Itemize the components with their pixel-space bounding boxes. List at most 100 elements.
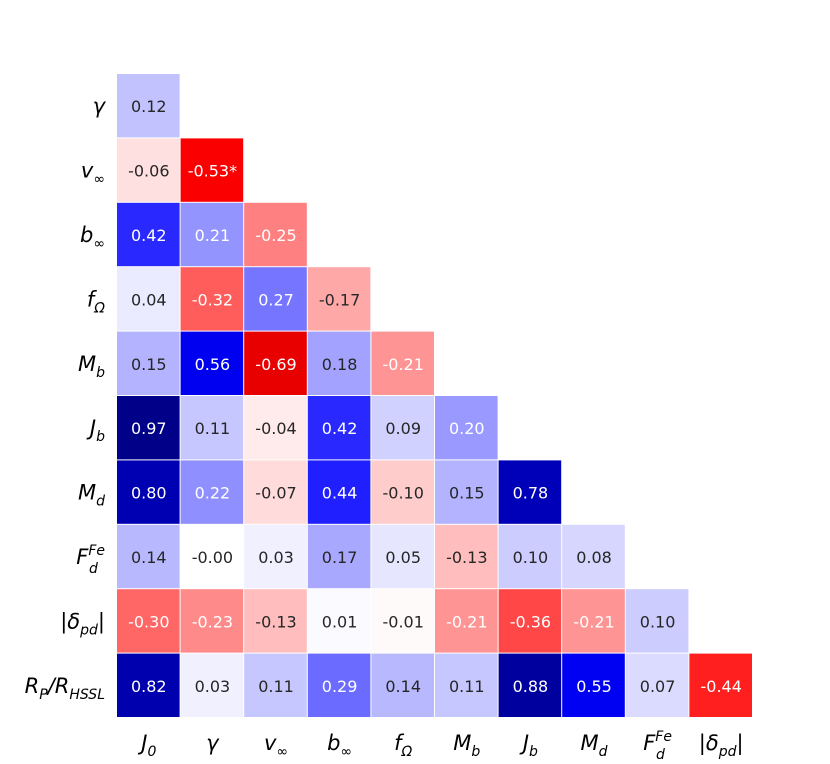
cell-value-label: 0.27 xyxy=(258,290,294,309)
row-label: v∞ xyxy=(81,159,105,188)
cell-value-label: 0.44 xyxy=(322,484,358,503)
heatmap-cell xyxy=(244,524,307,589)
heatmap-cell xyxy=(180,524,244,589)
cell-value-label: 0.42 xyxy=(322,419,358,438)
cell-value-label: 0.03 xyxy=(258,548,294,567)
cell-value-label: -0.69 xyxy=(255,355,296,374)
heatmap-cell xyxy=(498,524,562,589)
cell-value-label: 0.97 xyxy=(131,419,167,438)
cell-value-label: 0.82 xyxy=(131,677,167,696)
cell-value-label: 0.78 xyxy=(513,484,549,503)
column-label: Md xyxy=(580,731,607,760)
heatmap-cell xyxy=(180,202,244,267)
heatmap-cell xyxy=(117,524,180,589)
cell-value-label: 0.01 xyxy=(322,612,358,631)
heatmap-cell xyxy=(435,589,498,653)
column-label: |δpd| xyxy=(699,731,744,760)
cell-value-label: -0.21 xyxy=(382,355,423,374)
heatmap-cell xyxy=(498,589,562,653)
cell-value-label: -0.07 xyxy=(255,484,296,503)
cell-value-label: -0.36 xyxy=(510,612,551,631)
row-label: Jb xyxy=(86,416,105,445)
cell-value-label: -0.00 xyxy=(192,548,233,567)
cell-value-label: -0.30 xyxy=(128,612,169,631)
row-label: Md xyxy=(78,481,105,510)
heatmap-cell xyxy=(371,524,434,589)
heatmap-cell xyxy=(244,653,307,717)
column-label: FFe d xyxy=(643,729,672,763)
heatmap-cell xyxy=(117,138,180,202)
heatmap-cell xyxy=(307,267,371,331)
cell-value-label: -0.44 xyxy=(700,677,741,696)
heatmap-cell xyxy=(625,653,689,717)
heatmap-cell xyxy=(117,653,180,717)
cell-value-label: 0.11 xyxy=(195,419,231,438)
heatmap-cell xyxy=(244,267,307,331)
cell-value-label: -0.17 xyxy=(319,290,360,309)
heatmap-cell xyxy=(562,524,625,589)
heatmap-cell xyxy=(435,396,498,460)
heatmap-cell xyxy=(180,331,244,395)
heatmap-cell xyxy=(244,589,307,653)
cell-value-label: -0.23 xyxy=(192,612,233,631)
cell-value-label: 0.88 xyxy=(513,677,549,696)
cell-value-label: -0.32 xyxy=(192,290,233,309)
heatmap-cell xyxy=(371,396,434,460)
cell-value-label: 0.08 xyxy=(576,548,612,567)
cell-value-label: 0.15 xyxy=(449,484,485,503)
heatmap-cell xyxy=(117,589,180,653)
heatmap-cell xyxy=(498,653,562,717)
heatmap-cell xyxy=(244,460,307,524)
cell-value-label: 0.05 xyxy=(385,548,421,567)
cell-value-label: 0.22 xyxy=(195,484,231,503)
column-label: γ xyxy=(206,731,220,755)
cell-value-label: 0.55 xyxy=(576,677,612,696)
cell-value-label: 0.21 xyxy=(195,226,231,245)
heatmap-cell xyxy=(180,589,244,653)
heatmap-cell xyxy=(371,589,434,653)
heatmap-cells: 0.12 -0.06 -0.53* 0.42 0.21 -0.25 0.04 -0.32 0.2… xyxy=(117,74,752,717)
cell-value-label: 0.20 xyxy=(449,419,485,438)
heatmap-cell xyxy=(117,74,180,138)
cell-value-label: -0.01 xyxy=(382,612,423,631)
heatmap-cell xyxy=(562,653,625,717)
heatmap-cell xyxy=(180,396,244,460)
heatmap-cell xyxy=(117,396,180,460)
cell-value-label: -0.06 xyxy=(128,162,169,181)
heatmap-cell xyxy=(180,460,244,524)
column-label: v∞ xyxy=(264,731,288,760)
heatmap-cell xyxy=(689,653,752,717)
heatmap-cell xyxy=(307,589,371,653)
heatmap-cell xyxy=(180,267,244,331)
row-label: γ xyxy=(93,94,107,118)
heatmap-cell xyxy=(498,460,562,524)
cell-value-label: 0.12 xyxy=(131,97,167,116)
row-label: Mb xyxy=(78,352,105,381)
cell-value-label: 0.14 xyxy=(131,548,167,567)
heatmap-cell xyxy=(625,589,689,653)
cell-value-label: 0.80 xyxy=(131,484,167,503)
cell-value-label: -0.21 xyxy=(573,612,614,631)
column-label: Jb xyxy=(519,731,538,760)
heatmap-cell xyxy=(307,653,371,717)
cell-value-label: 0.07 xyxy=(640,677,676,696)
heatmap-cell xyxy=(371,460,434,524)
cell-value-label: -0.25 xyxy=(255,226,296,245)
heatmap-cell xyxy=(244,396,307,460)
cell-value-label: -0.04 xyxy=(255,419,296,438)
cell-value-label: 0.14 xyxy=(385,677,421,696)
column-label: J0 xyxy=(137,731,156,760)
heatmap-cell xyxy=(244,202,307,267)
cell-value-label: -0.21 xyxy=(446,612,487,631)
heatmap-cell xyxy=(562,589,625,653)
heatmap-cell xyxy=(117,460,180,524)
cell-value-label: -0.10 xyxy=(382,484,423,503)
column-label: b∞ xyxy=(327,731,352,760)
cell-value-label: 0.04 xyxy=(131,290,167,309)
heatmap-cell xyxy=(307,396,371,460)
row-label: b∞ xyxy=(80,223,105,252)
row-label: fΩ xyxy=(87,287,105,316)
cell-value-label: 0.18 xyxy=(322,355,358,374)
row-label: FFe d xyxy=(76,543,105,577)
